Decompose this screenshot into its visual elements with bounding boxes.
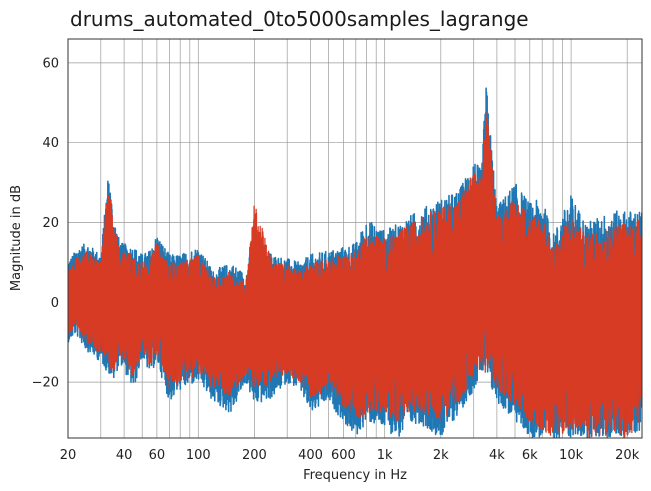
x-tick-label: 40 — [116, 448, 133, 463]
series-line-2 — [68, 111, 642, 438]
x-tick-label: 400 — [298, 448, 323, 463]
x-tick-label: 4k — [489, 448, 505, 463]
x-tick-label: 1k — [377, 448, 393, 463]
plot-frame — [67, 38, 643, 439]
x-tick-label: 100 — [186, 448, 211, 463]
y-tick-label: 20 — [42, 216, 59, 231]
y-tick-label: 60 — [42, 56, 59, 71]
x-tick-label: 600 — [331, 448, 356, 463]
x-tick-labels: 20 40 60 100 200 400 600 1k 2k 4k 6k 10k 20k — [60, 448, 640, 463]
x-tick-label: 6k — [522, 448, 538, 463]
x-tick-label: 200 — [242, 448, 267, 463]
y-tick-label: 0 — [51, 296, 59, 311]
y-tick-labels: −20 0 20 40 60 — [32, 56, 59, 390]
x-axis-label: Frequency in Hz — [303, 468, 407, 483]
y-tick-label: 40 — [42, 136, 59, 151]
x-tick-label: 60 — [149, 448, 166, 463]
y-tick-label: −20 — [32, 376, 59, 391]
x-tick-label: 10k — [559, 448, 584, 463]
y-axis-label: Magnitude in dB — [9, 185, 24, 291]
x-tick-label: 20 — [60, 448, 77, 463]
x-tick-label: 2k — [433, 448, 449, 463]
series-group — [68, 87, 642, 438]
x-tick-label: 20k — [615, 448, 640, 463]
chart-title: drums_automated_0to5000samples_lagrange — [70, 7, 529, 31]
